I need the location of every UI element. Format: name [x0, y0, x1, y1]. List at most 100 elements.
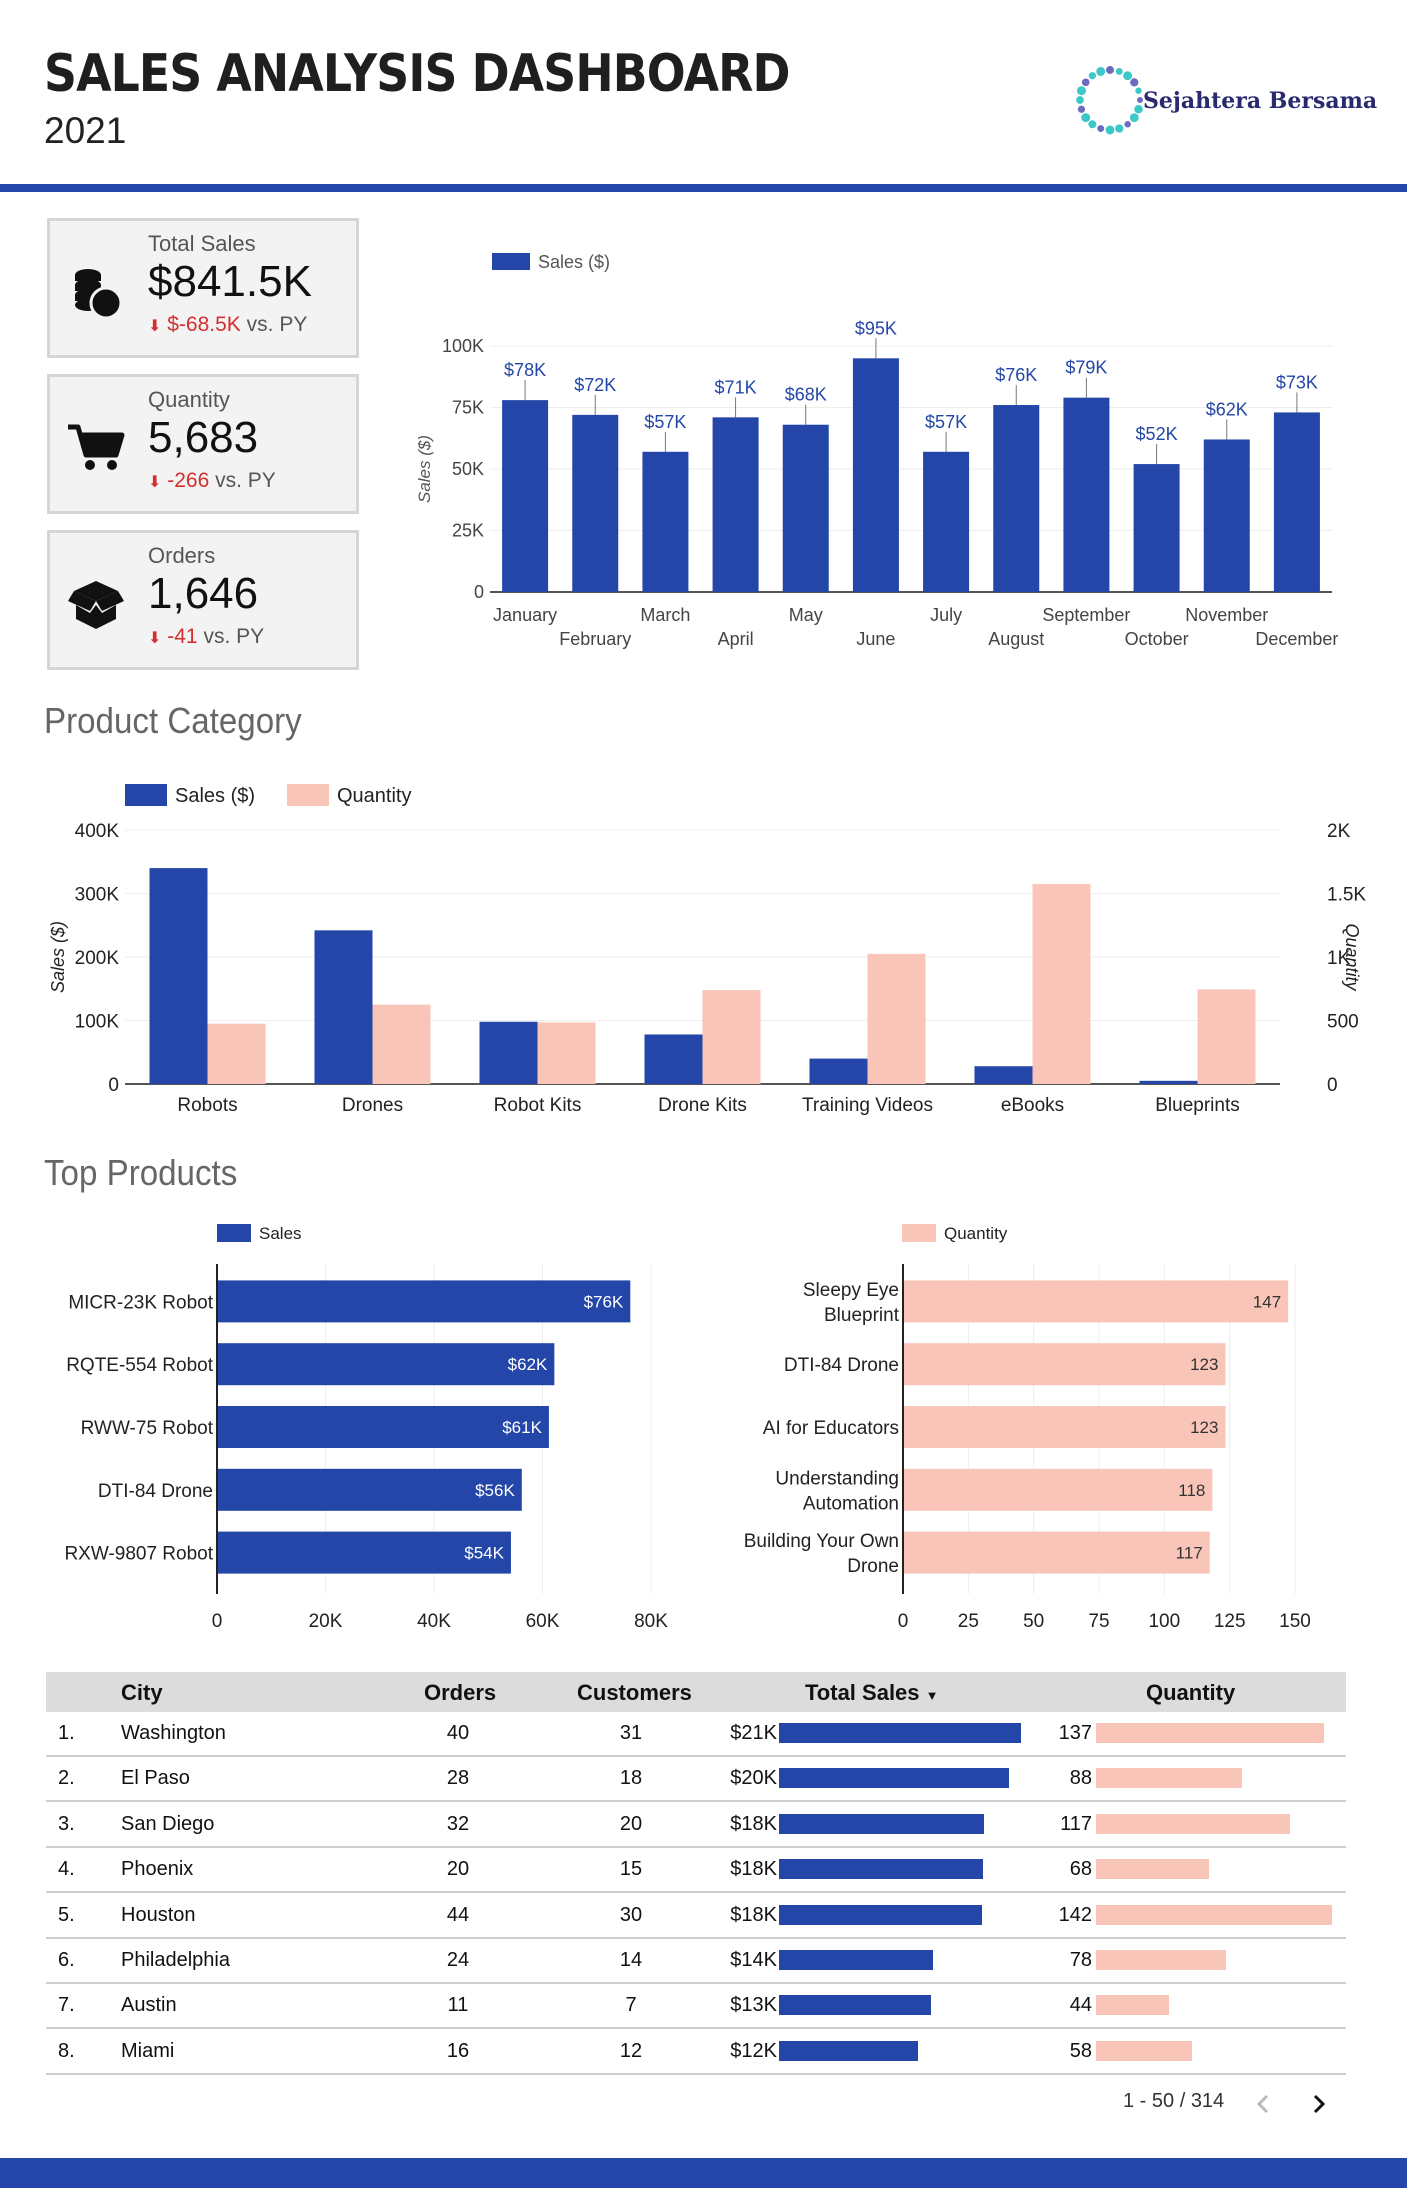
column-header-orders[interactable]: Orders: [424, 1680, 497, 1705]
table-row[interactable]: 3. San Diego 32 20 $18K 117: [46, 1803, 1346, 1848]
cart-icon: [68, 424, 125, 470]
bar-data-label: $73K: [1276, 372, 1318, 392]
table-row[interactable]: 1. Washington 40 31 $21K 137: [46, 1712, 1346, 1757]
cell-customers: 15: [619, 1858, 643, 1881]
bar-monthly-sales: [852, 358, 899, 592]
bar-data-label: $52K: [1136, 424, 1178, 444]
y-tick-label: RWW-75 Robot: [81, 1418, 214, 1439]
pagination-range: 1 - 50 / 314: [1123, 2090, 1225, 2112]
cell-quantity: 78: [1069, 1949, 1092, 1971]
logo-dot: [1137, 97, 1143, 103]
legend-swatch: [217, 1224, 251, 1242]
bar-data-label: 123: [1190, 1355, 1218, 1374]
table-row[interactable]: 4. Phoenix 20 15 $18K 68: [46, 1848, 1346, 1894]
quantity-bar: [1096, 1950, 1226, 1970]
cell-customers: 18: [619, 1767, 643, 1790]
top-products-sales-chart: Sales 0 20K 40K 60K 80K $76K MICR-23K Robot $62K…: [64, 1224, 668, 1630]
table-row[interactable]: 5. Houston 44 30 $18K 142: [46, 1894, 1346, 1939]
y-tick-label: Automation: [803, 1493, 899, 1514]
y2-tick-label: 500: [1327, 1012, 1359, 1033]
cell-city: Washington: [121, 1722, 226, 1744]
row-rank: 2.: [58, 1767, 75, 1790]
column-header-customers[interactable]: Customers: [577, 1680, 692, 1705]
column-header-total-sales[interactable]: Total Sales ▼: [805, 1680, 939, 1706]
bar-data-label: $62K: [508, 1355, 548, 1374]
kpi-delta-value: -41: [167, 625, 198, 648]
bar-monthly-sales: [1203, 439, 1250, 592]
logo-dot: [1115, 68, 1123, 75]
x-tick-label: eBooks: [1001, 1095, 1064, 1116]
bar-top-product: [904, 1343, 1226, 1386]
y-tick-label: 200K: [75, 948, 120, 969]
chevron-right-icon[interactable]: [1306, 2092, 1330, 2116]
quantity-bar: [1096, 1859, 1209, 1880]
x-tick-label: 0: [212, 1611, 223, 1630]
cell-total-sales: $21K: [730, 1722, 777, 1744]
table-row[interactable]: 7. Austin 11 7 $13K 44: [46, 1984, 1346, 2030]
arrow-down-icon: ⬇: [148, 474, 162, 491]
cell-city: Austin: [121, 1994, 177, 2017]
kpi-value: 1,646: [148, 569, 259, 618]
y2-tick-label: 1.5K: [1327, 885, 1366, 906]
y-axis-label: Sales ($): [415, 435, 434, 503]
x-tick-label: 25: [958, 1611, 979, 1630]
y-tick-label: 300K: [75, 885, 120, 906]
bar-monthly-sales: [1133, 464, 1180, 592]
y-tick-label: Sleepy Eye: [803, 1280, 899, 1301]
x-tick-label: February: [559, 629, 631, 649]
bar-category-sales: [149, 868, 208, 1084]
logo-dot: [1081, 78, 1090, 87]
y2-axis-label: Quantity: [1342, 923, 1362, 991]
chevron-left-icon[interactable]: [1252, 2092, 1276, 2116]
table-row[interactable]: 6. Philadelphia 24 14 $14K 78: [46, 1939, 1346, 1984]
bar-category-quantity: [537, 1022, 596, 1084]
y2-tick-label: 2K: [1327, 821, 1351, 842]
bar-category-sales: [809, 1058, 868, 1084]
y-tick-label: DTI-84 Drone: [98, 1481, 213, 1502]
row-rank: 4.: [58, 1858, 75, 1881]
cell-quantity: 68: [1069, 1858, 1092, 1881]
section-title-product-category: Product Category: [44, 700, 302, 741]
sort-desc-icon: ▼: [925, 1688, 939, 1703]
legend-swatch-quantity: [287, 784, 329, 806]
bar-data-label: $71K: [715, 377, 757, 397]
bar-data-label: 147: [1253, 1292, 1281, 1311]
kpi-delta-value: $-68.5K: [167, 313, 241, 336]
total-sales-bar: [779, 1723, 1021, 1743]
total-sales-bar: [779, 1768, 1010, 1789]
table-row[interactable]: 2. El Paso 28 18 $20K 88: [46, 1757, 1346, 1803]
legend-swatch-sales: [492, 253, 530, 270]
legend-label-quantity: Quantity: [337, 785, 411, 807]
bar-data-label: $57K: [644, 412, 686, 432]
column-header-quantity[interactable]: Quantity: [1146, 1680, 1236, 1705]
bar-category-quantity: [1032, 883, 1091, 1084]
table-row[interactable]: 8. Miami 16 12 $12K 58: [46, 2030, 1346, 2075]
bar-top-product: [218, 1343, 555, 1386]
y-axis-label: Sales ($): [48, 921, 68, 993]
logo-dot: [1088, 120, 1097, 129]
x-tick-label: Training Videos: [802, 1095, 933, 1116]
logo-dot: [1129, 113, 1139, 122]
total-sales-bar: [779, 2040, 919, 2061]
kpi-label: Total Sales: [148, 231, 256, 256]
page-subtitle-year: 2021: [44, 110, 127, 151]
bar-category-quantity: [207, 1023, 266, 1084]
monthly-sales-chart: Sales ($) 0 25K 50K 75K 100K Sales ($) $78K Janu…: [415, 252, 1338, 649]
y2-tick-label: 0: [1327, 1075, 1338, 1096]
bar-data-label: $95K: [855, 318, 897, 338]
page-title: SALES ANALYSIS DASHBOARD: [44, 44, 790, 104]
cell-city: San Diego: [121, 1812, 215, 1835]
kpi-delta-suffix: vs. PY: [246, 313, 308, 336]
logo-dot: [1096, 66, 1106, 76]
column-header-city[interactable]: City: [121, 1680, 163, 1705]
legend-swatch: [902, 1224, 936, 1242]
logo-dot: [1124, 121, 1131, 128]
kpi-delta-suffix: vs. PY: [215, 469, 276, 492]
quantity-bar: [1096, 1723, 1324, 1743]
cell-city: Phoenix: [121, 1858, 194, 1881]
x-tick-label: Drone Kits: [658, 1095, 747, 1116]
x-tick-label: 20K: [309, 1611, 343, 1630]
header: SALES ANALYSIS DASHBOARD 2021 Sejahtera …: [0, 0, 1407, 192]
x-tick-label: July: [930, 605, 962, 625]
section-title-top-products: Top Products: [44, 1152, 238, 1193]
